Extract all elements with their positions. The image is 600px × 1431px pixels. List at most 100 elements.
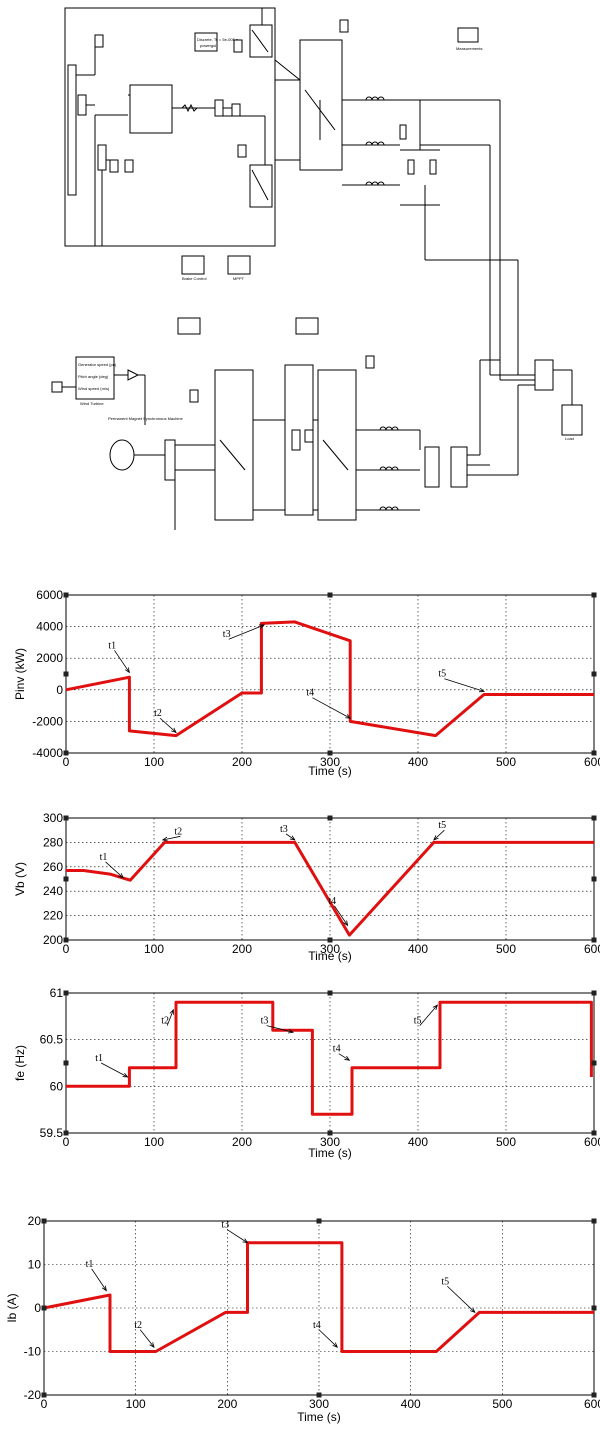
annotation-label: t3 <box>223 629 231 640</box>
annotation-arrow <box>101 1062 128 1078</box>
x-tick-label: 200 <box>232 942 252 956</box>
resize-handle <box>63 592 69 598</box>
annotation-label: t3 <box>261 1016 269 1027</box>
y-tick-label: 200 <box>43 933 63 947</box>
resize-handle <box>327 1130 333 1136</box>
resize-handle <box>41 1218 47 1224</box>
annotation-label: t4 <box>328 896 336 907</box>
annotation-arrow <box>91 1268 107 1291</box>
resize-handle <box>327 592 333 598</box>
y-tick-label: -10 <box>24 1345 42 1359</box>
y-axis-label: Ib (A) <box>5 1293 19 1322</box>
annotation-arrow <box>444 678 485 692</box>
mppt-label: MPPT <box>233 276 245 281</box>
chart-svg-0: 0 100 200 300 400 500 600 -4000 -2000 0 2000 4000 60… <box>13 588 600 778</box>
annotation-label: t5 <box>438 669 446 680</box>
resize-handle <box>63 937 69 943</box>
annotation-arrowhead <box>169 1008 174 1015</box>
y-tick-label: 61 <box>50 986 64 1000</box>
plot-frame <box>43 1220 595 1396</box>
resize-handle <box>591 990 597 996</box>
annotation-label: t2 <box>174 826 182 837</box>
annotation-arrow <box>419 1004 438 1026</box>
annotation-label: t5 <box>438 820 446 831</box>
annotation-arrowhead <box>242 1238 249 1244</box>
scope-vb <box>177 317 201 335</box>
x-tick-label: 200 <box>232 755 252 769</box>
x-tick-label: 300 <box>309 1397 329 1411</box>
x-tick-label: 0 <box>63 755 70 769</box>
annotation-label: t3 <box>221 1220 229 1231</box>
annotation-arrow <box>334 905 348 926</box>
annotation-label: t1 <box>95 1053 103 1064</box>
y-axis-label: fe (Hz) <box>13 1045 27 1081</box>
annotation-arrowhead <box>343 920 349 927</box>
resize-handle <box>591 671 597 677</box>
annotation-arrow <box>166 1009 174 1026</box>
resize-handle <box>327 750 333 756</box>
annotation-arrowhead <box>289 835 296 841</box>
annotation-arrow <box>105 861 124 879</box>
resize-handle <box>41 1305 47 1311</box>
annotation-arrow <box>312 697 351 719</box>
annotation-arrowhead <box>478 687 485 693</box>
brake-control-scope <box>181 255 205 275</box>
x-tick-label: 600 <box>584 942 600 956</box>
resize-handle <box>63 1130 69 1136</box>
annotation-arrow <box>159 717 177 733</box>
resize-handle <box>316 1218 322 1224</box>
resize-handle <box>591 937 597 943</box>
annotation-arrow <box>139 1329 155 1348</box>
annotation-label: t5 <box>441 1276 449 1287</box>
x-tick-label: 400 <box>408 1135 428 1149</box>
resize-handle <box>591 750 597 756</box>
x-axis-label: Time (s) <box>308 949 352 963</box>
annotation-arrow <box>114 650 130 673</box>
annotation-label: t1 <box>100 852 108 863</box>
x-tick-label: 400 <box>401 1397 421 1411</box>
annotation-arrowhead <box>161 836 168 842</box>
inverter-2-block <box>317 369 357 521</box>
x-tick-label: 600 <box>584 1397 600 1411</box>
y-tick-label: 59.5 <box>40 1126 64 1140</box>
resize-handle <box>63 815 69 821</box>
inverter-block <box>299 39 343 171</box>
x-tick-label: 300 <box>320 1135 340 1149</box>
x-axis-label: Time (s) <box>308 764 352 778</box>
powergui-block <box>194 32 218 52</box>
wt-input-3: Wind speed (m/s) <box>78 386 110 391</box>
resize-handle <box>63 990 69 996</box>
chart-ib: 0 100 200 300 400 500 600 -20 -10 0 10 20 Time (s) Ib… <box>0 1215 600 1430</box>
resize-handle <box>591 1218 597 1224</box>
resize-handle <box>591 592 597 598</box>
annotation-arrow <box>447 1285 476 1313</box>
annotation-label: t1 <box>108 640 116 651</box>
chart-svg-1: 0100200300400500600200220240260280300Tim… <box>13 811 600 963</box>
scope-fe <box>295 317 319 335</box>
x-tick-label: 200 <box>232 1135 252 1149</box>
annotation-label: t2 <box>161 1016 169 1027</box>
y-tick-label: 280 <box>43 835 63 849</box>
x-tick-label: 400 <box>408 755 428 769</box>
resize-handle <box>327 815 333 821</box>
scope-block-1 <box>94 34 104 48</box>
annotation-arrow <box>162 835 181 841</box>
resize-handle <box>591 1305 597 1311</box>
annotation-arrow <box>227 1229 248 1244</box>
annotation-label: t2 <box>154 708 162 719</box>
resize-handle <box>327 990 333 996</box>
series-line <box>43 1241 594 1353</box>
chart-pinv: 0 100 200 300 400 500 600 -4000 -2000 0 2000 4000 60… <box>0 585 600 790</box>
scope-block-2 <box>124 159 134 173</box>
x-tick-label: 100 <box>144 942 164 956</box>
wind-turbine-block <box>75 356 115 400</box>
y-tick-label: 2000 <box>36 651 63 665</box>
annotation-arrow <box>433 829 445 841</box>
x-tick-label: 300 <box>320 942 340 956</box>
annotation-arrow <box>285 833 296 841</box>
annotation-label: t4 <box>333 1044 341 1055</box>
wind-turbine-label: Wind Turbine <box>80 401 104 406</box>
y-tick-label: 0 <box>34 1301 41 1315</box>
annotation-arrow <box>228 624 265 640</box>
annotation-arrowhead <box>288 1028 295 1034</box>
